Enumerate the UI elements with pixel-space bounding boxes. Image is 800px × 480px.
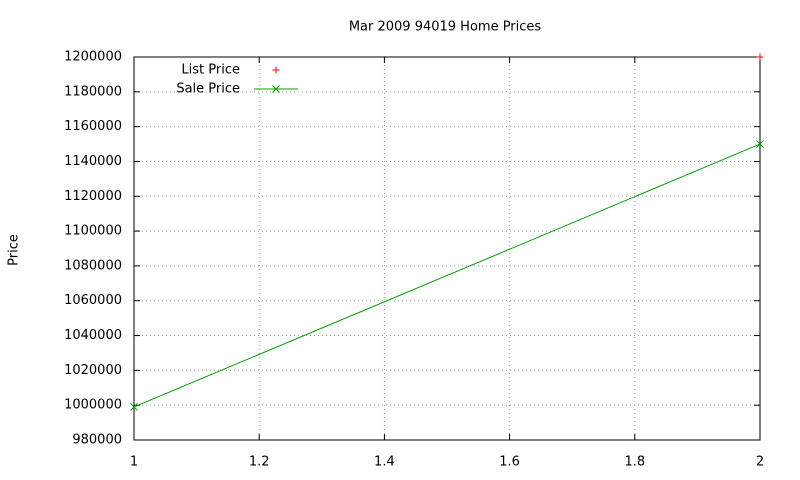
y-tick-label: 1140000 [64,154,122,169]
y-tick-label: 1040000 [64,328,122,343]
y-tick-label: 1180000 [64,84,122,99]
y-axis-label: Price [7,234,22,266]
x-tick-label: 1.8 [624,455,645,470]
x-tick-label: 1.2 [249,455,270,470]
y-tick-label: 1100000 [64,224,122,239]
y-tick-label: 1000000 [64,398,122,413]
x-tick-label: 1 [130,455,138,470]
data-point [756,140,764,148]
y-tick-label: 1080000 [64,258,122,273]
y-tick-label: 1120000 [64,189,122,204]
chart-title: Mar 2009 94019 Home Prices [349,20,542,35]
plot-border [133,56,761,441]
x-tick-label: 1.4 [374,455,395,470]
data-point [130,403,138,411]
legend-marker [272,66,280,74]
y-tick-label: 1060000 [64,293,122,308]
x-tick-label: 2 [756,455,764,470]
legend-marker [272,85,280,93]
series-line [133,143,761,408]
x-tick-label: 1.6 [499,455,520,470]
legend-label: Sale Price [176,82,240,97]
data-point [756,53,764,61]
y-tick-label: 1160000 [64,119,122,134]
y-tick-label: 980000 [72,433,122,448]
y-tick-label: 1020000 [64,363,122,378]
y-tick-label: 1200000 [64,50,122,65]
legend-label: List Price [181,63,240,78]
